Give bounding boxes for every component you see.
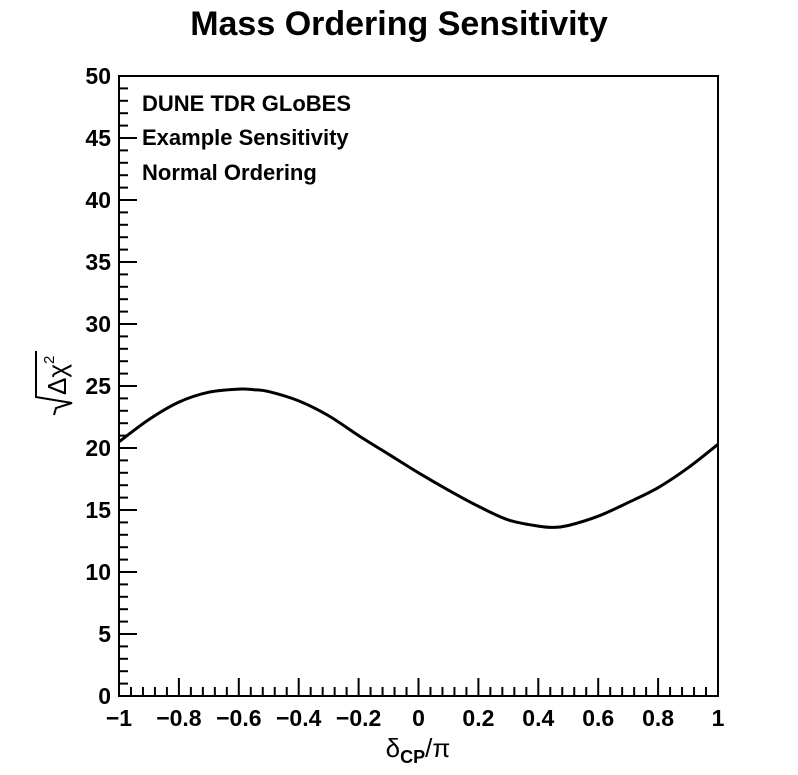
x-tick-label: 0.2 (462, 705, 494, 731)
annotation-line-2: Example Sensitivity (142, 125, 349, 150)
y-axis-ticks (119, 75, 137, 697)
x-tick-label: −0.2 (336, 705, 381, 731)
chart-title: Mass Ordering Sensitivity (190, 5, 608, 43)
y-axis-title-main: Δχ (42, 364, 72, 395)
x-axis-ticks (118, 678, 719, 696)
x-tick-label: −0.8 (156, 705, 202, 731)
x-tick-label: 0.8 (642, 705, 674, 731)
x-tick-label: 0.4 (522, 705, 554, 731)
x-tick-label: −1 (106, 705, 132, 731)
y-tick-label: 20 (85, 435, 111, 461)
y-tick-label: 35 (85, 249, 111, 275)
sensitivity-curve (118, 387, 719, 529)
y-tick-label: 40 (85, 187, 111, 213)
x-tick-label: 0.6 (582, 705, 614, 731)
y-axis-title-sup: 2 (41, 356, 58, 364)
y-tick-label: 25 (85, 373, 111, 399)
annotation-line-1: DUNE TDR GLoBES (142, 91, 351, 116)
y-tick-label: 10 (85, 559, 111, 585)
x-tick-label: 0 (412, 705, 425, 731)
y-tick-label: 45 (85, 125, 111, 151)
x-tick-label: 1 (712, 705, 725, 731)
y-tick-label: 50 (85, 63, 111, 89)
sqrt-radical-icon (35, 351, 73, 416)
y-axis-title-text: Δχ2 (41, 356, 72, 395)
x-axis-title-main: δ (386, 733, 400, 763)
x-axis-title: δCP/π (386, 733, 451, 767)
y-tick-label: 0 (98, 683, 111, 709)
x-tick-label: −0.4 (276, 705, 322, 731)
y-tick-label: 30 (85, 311, 111, 337)
x-tick-label: −0.6 (216, 705, 261, 731)
y-tick-label: 15 (85, 497, 111, 523)
y-axis-tick-labels: 0 5 10 15 20 25 30 35 40 45 50 (85, 63, 111, 709)
x-axis-title-tail: /π (425, 733, 450, 763)
y-axis-title: Δχ2 (35, 351, 73, 416)
annotation-line-3: Normal Ordering (142, 160, 317, 185)
x-axis-tick-labels: −1 −0.8 −0.6 −0.4 −0.2 0 0.2 0.4 0.6 0.8 1 (106, 705, 725, 731)
x-axis-title-sub: CP (400, 747, 425, 767)
y-tick-label: 5 (98, 621, 111, 647)
